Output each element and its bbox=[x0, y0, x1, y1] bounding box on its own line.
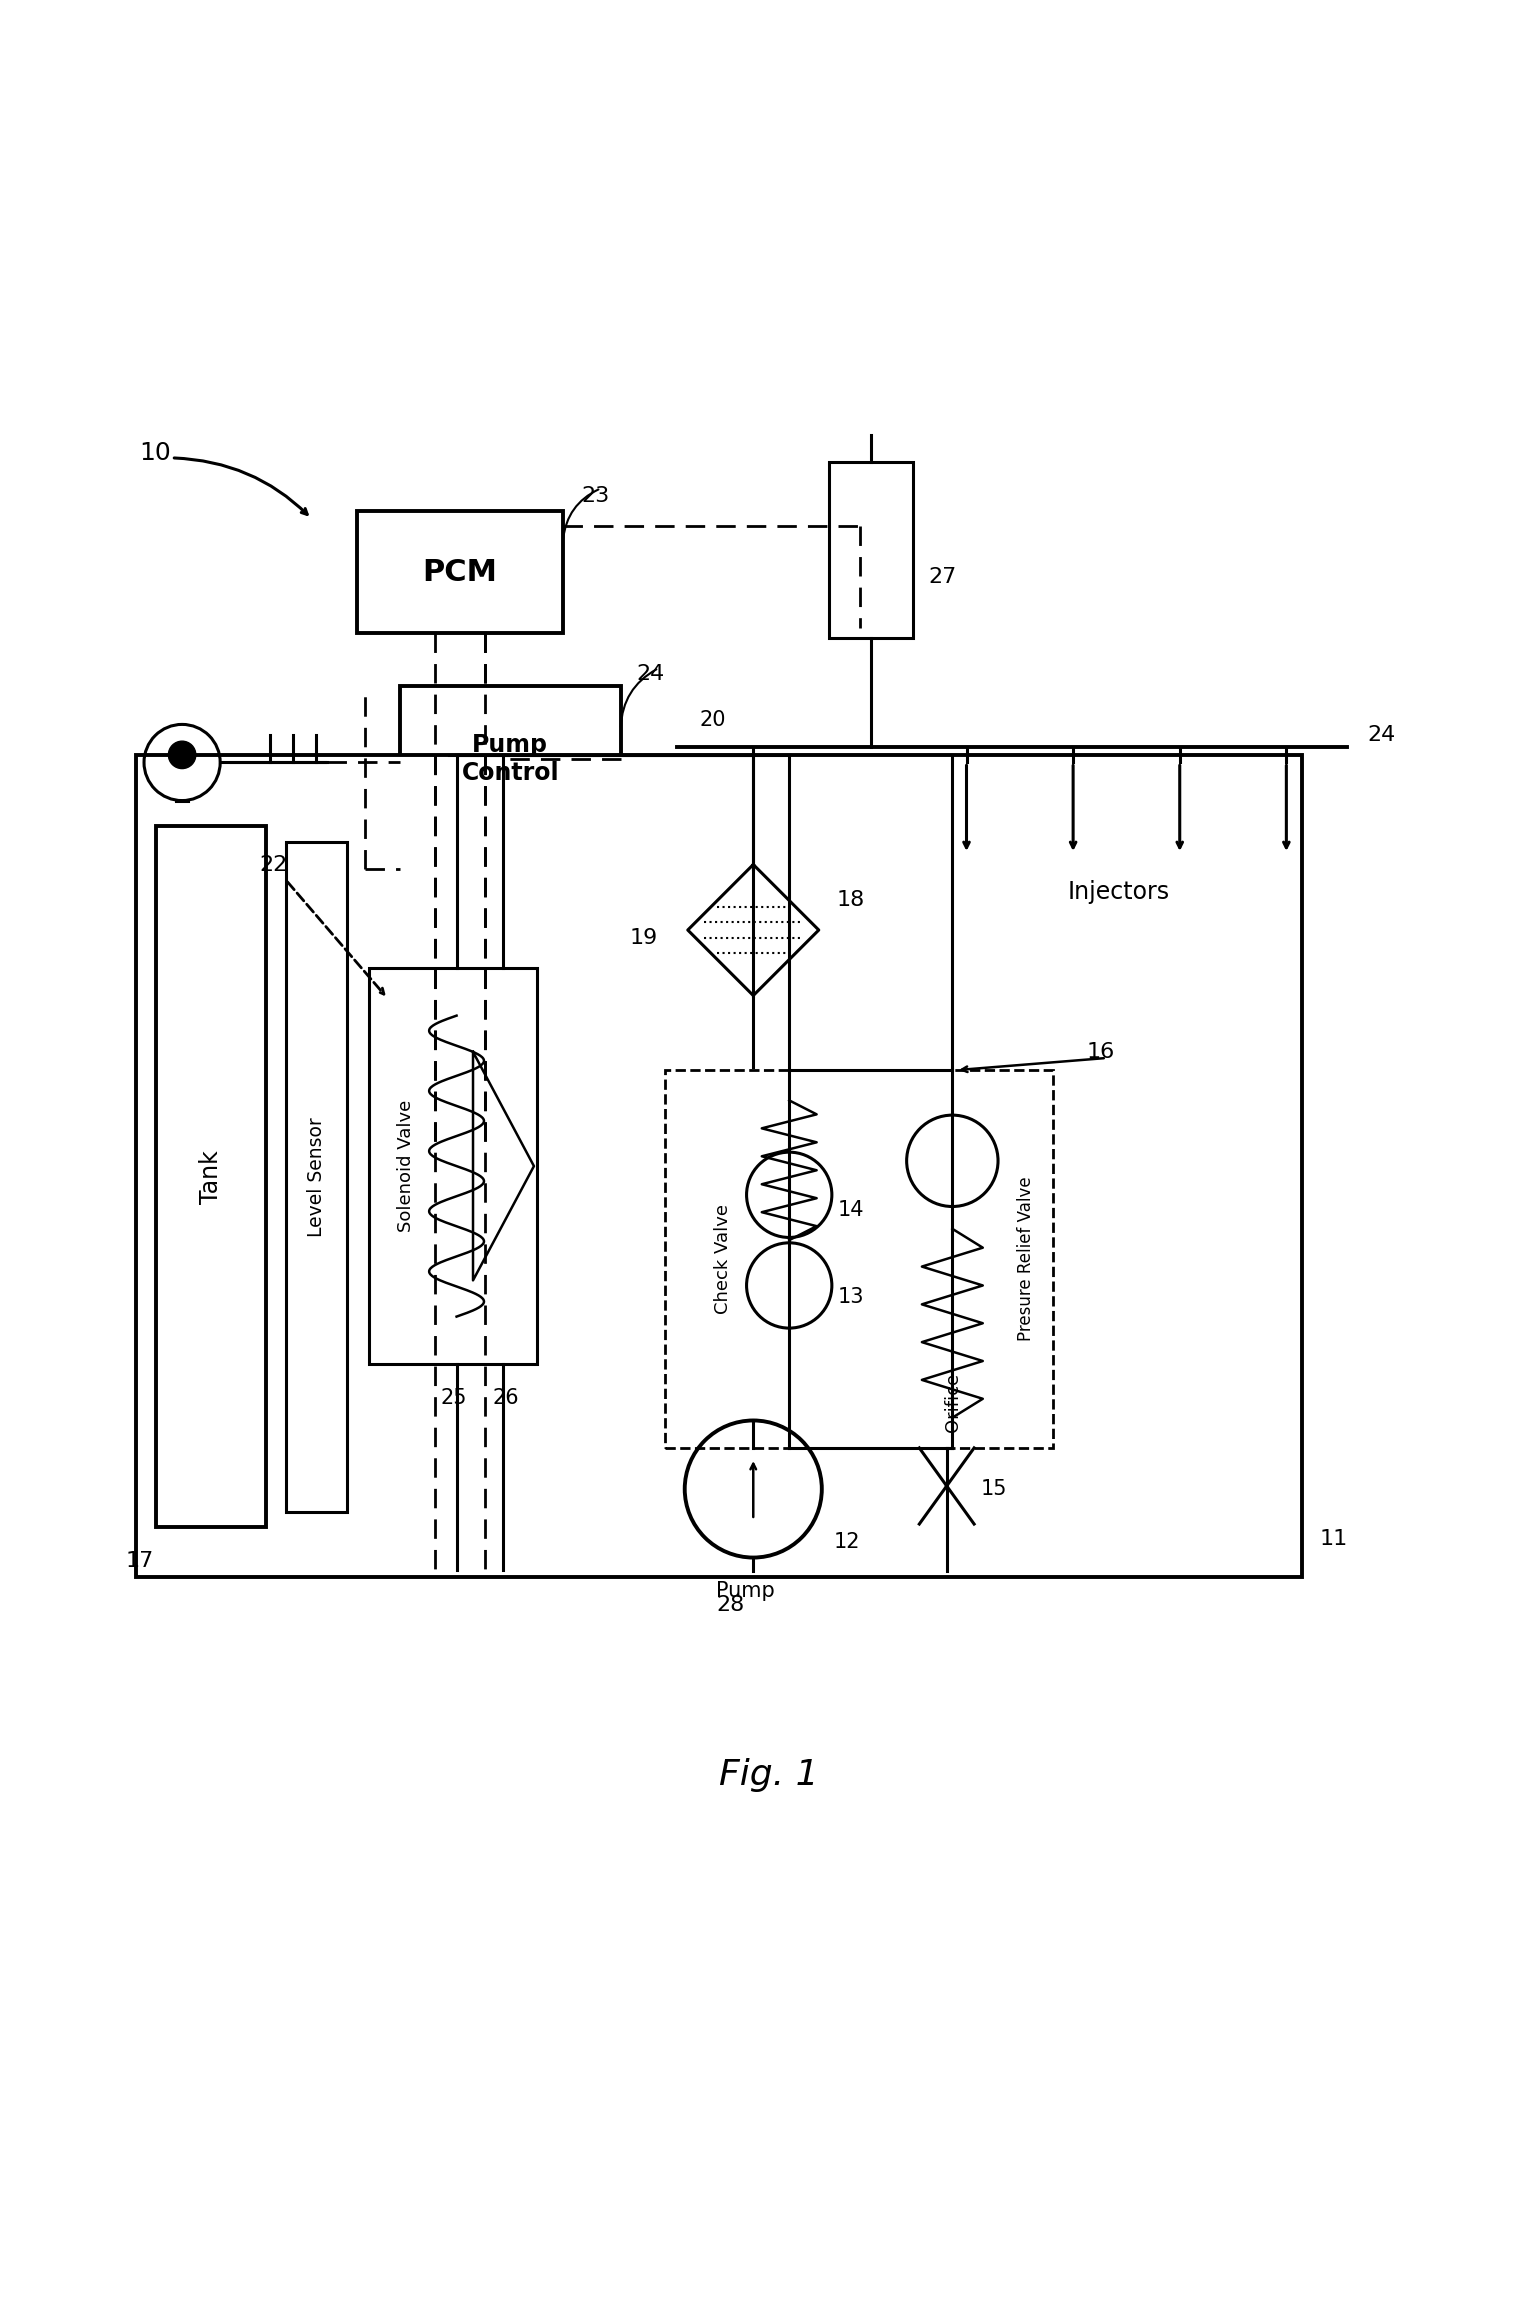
Bar bbox=[830, 463, 913, 637]
Text: 22: 22 bbox=[260, 855, 287, 874]
Text: Fig. 1: Fig. 1 bbox=[719, 1759, 818, 1793]
Bar bbox=[369, 969, 536, 1365]
Text: 11: 11 bbox=[1320, 1529, 1348, 1550]
Bar bbox=[137, 755, 1302, 1578]
Text: 24: 24 bbox=[1366, 725, 1396, 746]
Bar bbox=[666, 1070, 1053, 1448]
Text: 20: 20 bbox=[699, 709, 727, 730]
Text: 27: 27 bbox=[928, 568, 956, 586]
Text: Check Valve: Check Valve bbox=[715, 1205, 732, 1314]
Text: 24: 24 bbox=[636, 665, 664, 684]
Text: 16: 16 bbox=[1087, 1043, 1114, 1061]
Bar bbox=[157, 827, 266, 1527]
Text: Orifice: Orifice bbox=[944, 1372, 962, 1432]
Text: 25: 25 bbox=[441, 1388, 467, 1409]
Circle shape bbox=[169, 741, 195, 769]
Text: 19: 19 bbox=[630, 927, 658, 948]
Bar bbox=[400, 686, 621, 832]
Text: Solenoid Valve: Solenoid Valve bbox=[397, 1101, 415, 1233]
Text: Pump
Control: Pump Control bbox=[461, 732, 559, 785]
Text: Injectors: Injectors bbox=[1068, 880, 1170, 904]
Text: Level Sensor: Level Sensor bbox=[307, 1117, 326, 1237]
Text: 26: 26 bbox=[492, 1388, 520, 1409]
Bar bbox=[286, 841, 347, 1513]
Text: Presure Relief Valve: Presure Relief Valve bbox=[1017, 1177, 1034, 1342]
Text: PCM: PCM bbox=[423, 558, 498, 586]
Text: 28: 28 bbox=[716, 1594, 744, 1615]
Text: 23: 23 bbox=[581, 487, 609, 505]
Text: 12: 12 bbox=[835, 1532, 861, 1552]
Text: 17: 17 bbox=[126, 1550, 154, 1571]
Text: Tank: Tank bbox=[198, 1149, 223, 1203]
Bar bbox=[357, 512, 563, 633]
Text: 15: 15 bbox=[981, 1478, 1007, 1499]
Text: Pump: Pump bbox=[716, 1580, 775, 1601]
Text: 10: 10 bbox=[138, 440, 171, 466]
Text: 14: 14 bbox=[838, 1200, 864, 1221]
Text: 18: 18 bbox=[838, 890, 865, 911]
Text: 13: 13 bbox=[838, 1286, 864, 1307]
